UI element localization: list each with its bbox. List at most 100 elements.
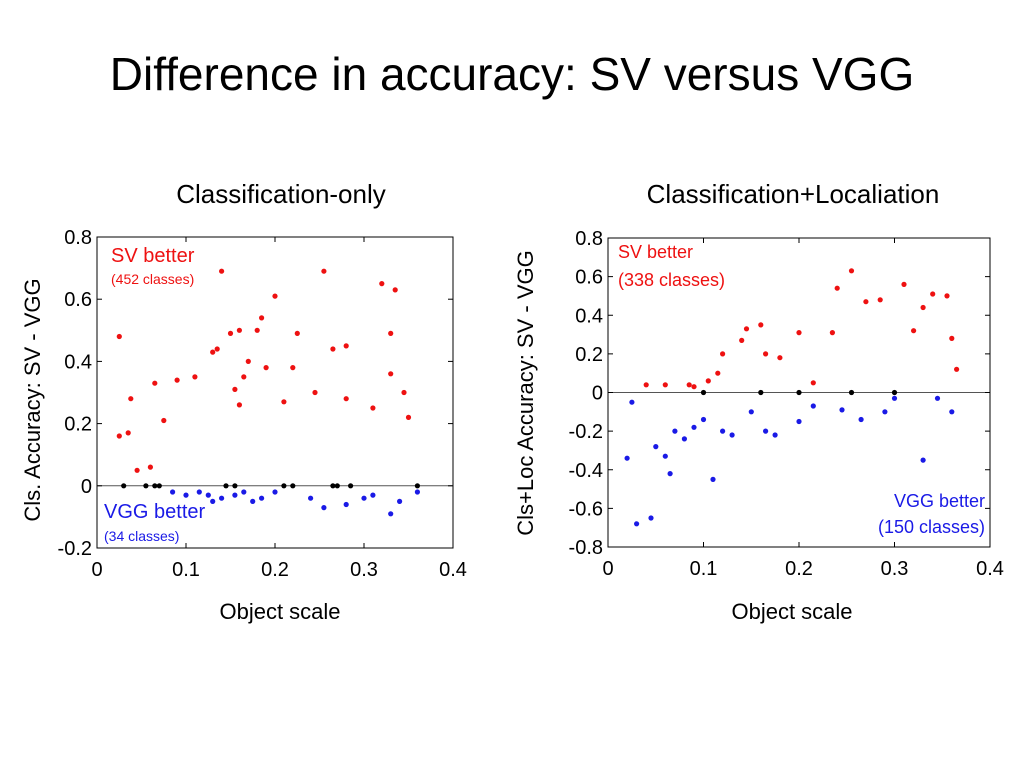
chart1-vgg-point (250, 498, 256, 504)
chart1-vgg-point (205, 492, 211, 498)
chart1-sv-point (192, 374, 198, 380)
chart2-vgg-point (949, 409, 955, 415)
chart1-tie-point (281, 483, 287, 489)
chart1-vgg-point (183, 492, 189, 498)
chart1-sv-point (330, 346, 336, 352)
chart2-sv-point (763, 351, 769, 357)
chart1-sv-point (281, 399, 287, 405)
chart2-sv-point (930, 291, 936, 297)
chart2-tie-point (796, 389, 802, 396)
chart1-annotation-count-vgg: (34 classes) (104, 528, 179, 544)
chart1-sv-point (405, 414, 412, 420)
chart2-vgg-point (891, 395, 898, 401)
chart2-sv-point (829, 330, 836, 336)
chart1-sv-point (174, 377, 180, 383)
chart2-x-tick-label: 0.1 (690, 558, 718, 580)
chart2-vgg-point (667, 471, 673, 477)
chart1-sv-point (236, 402, 242, 408)
chart1-x-tick-label: 0.2 (261, 559, 289, 581)
chart2-sv-point (954, 366, 960, 372)
chart1-tie-point (290, 483, 296, 489)
chart2-annotation-count-sv: (338 classes) (618, 270, 725, 290)
chart2-y-tick-label: -0.6 (569, 498, 603, 520)
chart1-sv-point (147, 464, 153, 470)
chart1-tie-point (223, 483, 229, 489)
chart2-tie-point (700, 389, 707, 396)
chart2-tie-point (758, 389, 764, 396)
chart1-vgg-point (361, 495, 367, 501)
chart1-vgg-point (170, 489, 176, 495)
chart2-x-tick-label: 0.4 (976, 558, 1004, 580)
chart1-tie-point (334, 483, 340, 489)
chart2-vgg-point (920, 457, 926, 463)
chart1-vgg-point (343, 501, 349, 508)
chart2-y-tick-label: -0.2 (569, 421, 603, 443)
chart1-vgg-point (210, 498, 216, 504)
chart1-annotation-sv: SV better (111, 245, 195, 267)
chart2-vgg-point (629, 399, 635, 405)
chart1-tie-point (143, 483, 149, 489)
chart2-vgg-point (748, 409, 754, 415)
chart2-vgg-point (729, 432, 735, 438)
chart1-sv-point (219, 268, 225, 274)
chart1-sv-point (227, 330, 234, 336)
chart1-y-tick-label: 0.2 (64, 414, 92, 436)
chart1-tie-point (232, 483, 238, 489)
chart2-sv-point (848, 268, 855, 274)
chart1-tie-point (121, 483, 127, 489)
chart1-tie-point (156, 483, 162, 489)
chart1-vgg-point (414, 489, 420, 495)
chart1-vgg-point (370, 492, 376, 498)
chart1-tie-point (330, 483, 336, 489)
x-axis-label-1: Object scale (219, 599, 341, 624)
chart2-sv-point (777, 355, 783, 361)
chart2-sv-point (863, 299, 869, 305)
chart1-sv-point (152, 380, 158, 386)
chart1-sv-point (116, 433, 122, 439)
chart2-annotation-count-vgg: (150 classes) (878, 517, 985, 537)
chart2-sv-point (949, 335, 955, 341)
chart2-sv-point (834, 285, 840, 291)
chart1-tie-point (414, 483, 420, 489)
chart1-x-tick-label: 0 (91, 559, 102, 581)
chart2-x-tick-label: 0.2 (785, 558, 813, 580)
chart2-y-axis-label: Cls+Loc Accuracy: SV - VGG (513, 250, 538, 535)
chart1-sv-point (401, 389, 407, 396)
chart2-vgg-point (691, 424, 697, 430)
chart1-vgg-point (272, 489, 278, 495)
chart2-sv-point (796, 330, 802, 336)
chart2-sv-point (715, 370, 721, 376)
chart2-sv-point (720, 351, 726, 357)
chart2-sv-point (691, 384, 697, 390)
chart2-annotation-sv: SV better (618, 242, 693, 262)
chart2-sv-point (920, 304, 926, 311)
chart1-sv-point (290, 365, 296, 371)
chart1-sv-point (236, 327, 242, 333)
chart1-y-tick-label: 0 (81, 476, 92, 498)
chart2-vgg-point (624, 455, 630, 461)
chart-title-classification-localization: Classification+Localiation (646, 179, 940, 209)
chart1-vgg-point (241, 489, 247, 495)
chart2-annotation-vgg: VGG better (894, 491, 985, 511)
chart2-y-tick-label: 0.4 (575, 305, 603, 327)
chart2-vgg-point (710, 476, 716, 482)
chart1-vgg-point (308, 495, 314, 501)
chart1-annotation-count-sv: (452 classes) (111, 271, 194, 287)
chart2-sv-point (911, 328, 917, 334)
chart1-x-tick-label: 0.3 (350, 559, 378, 581)
chart2-vgg-point (720, 428, 726, 434)
chart1-sv-point (210, 349, 216, 355)
chart1-vgg-point (196, 489, 202, 495)
chart1-sv-point (128, 396, 134, 402)
chart2-y-tick-label: 0.2 (575, 344, 603, 366)
chart2-vgg-point (634, 521, 640, 527)
chart1-vgg-point (259, 495, 265, 501)
chart2-sv-point (810, 380, 816, 386)
chart1-vgg-point (232, 492, 238, 498)
chart2-vgg-point (858, 416, 864, 423)
chart1-sv-point (388, 330, 394, 336)
chart2-sv-point (944, 293, 950, 299)
chart1-sv-point (214, 346, 220, 352)
chart2-vgg-point (653, 444, 659, 450)
chart2-sv-point (643, 382, 649, 388)
